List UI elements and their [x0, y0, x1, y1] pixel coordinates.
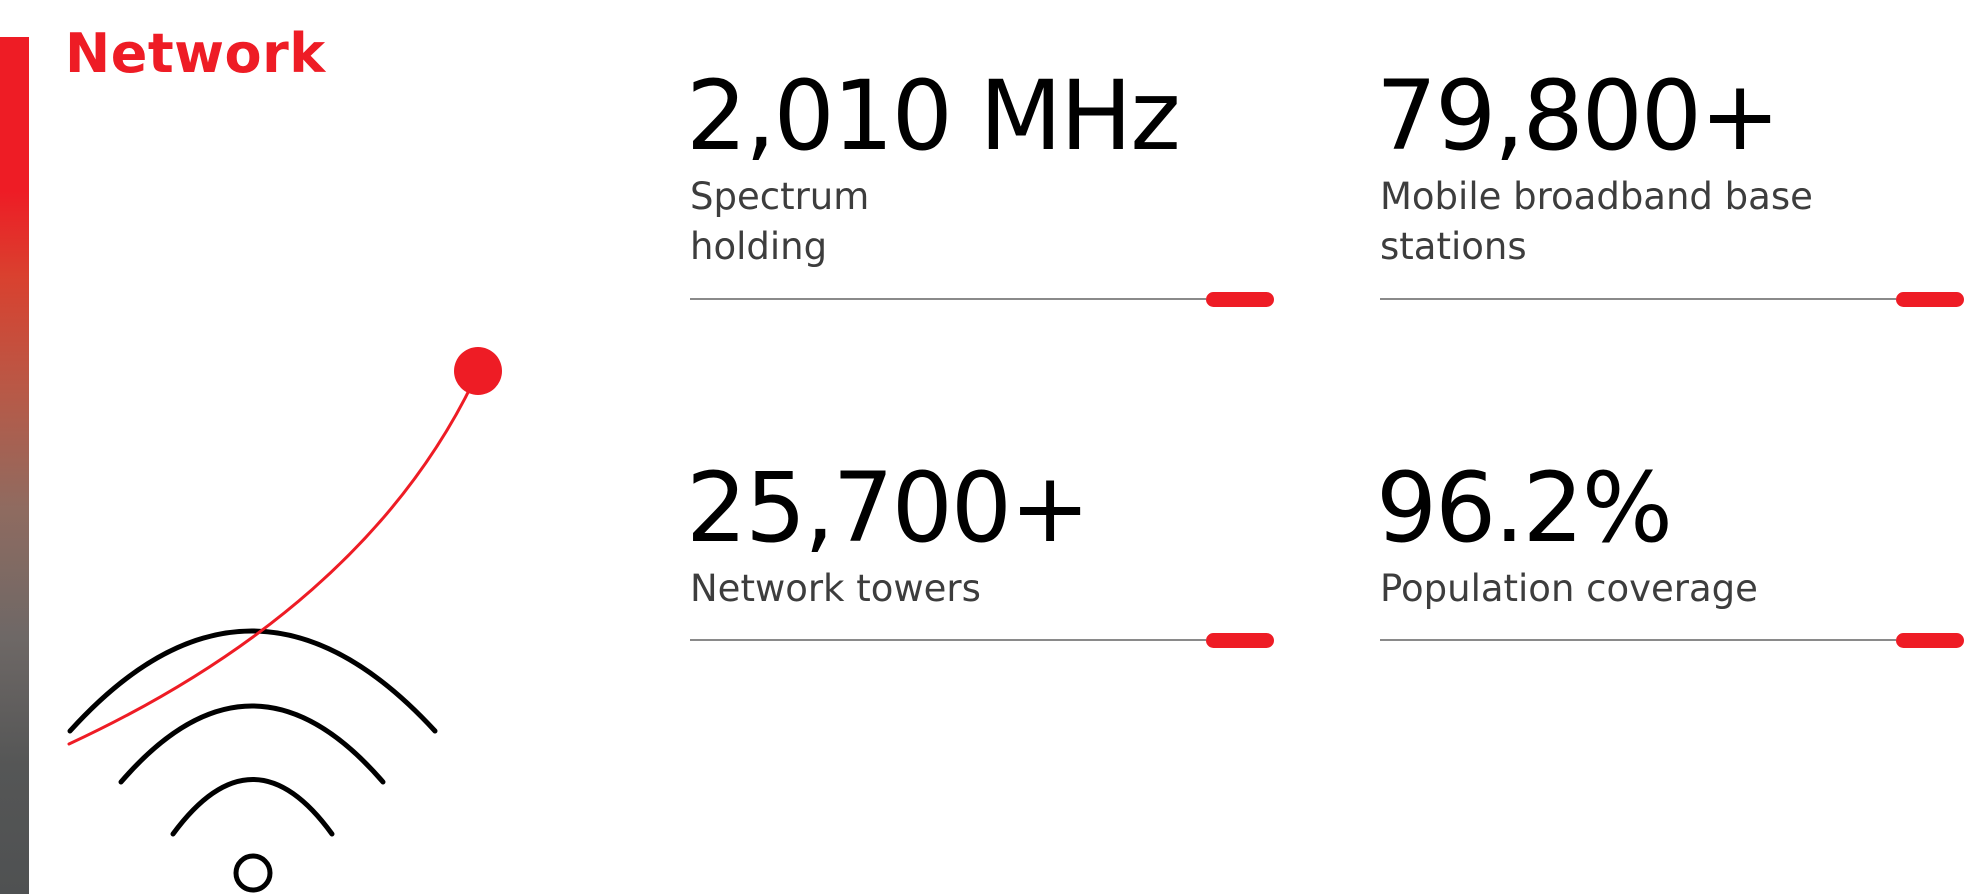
- stat-label: Population coverage: [1380, 564, 1758, 614]
- signal-target-dot: [454, 347, 502, 395]
- signal-arc-outer: [67, 628, 438, 734]
- stat-value: 2,010 MHz: [686, 60, 1181, 172]
- stat-accent-marker: [1896, 292, 1964, 307]
- signal-arc-middle: [118, 703, 386, 785]
- signal-source-dot: [233, 853, 273, 893]
- wifi-signal-icon: [67, 347, 502, 893]
- stat-network-towers: 25,700+ Network towers: [686, 452, 1280, 692]
- stat-label-line: Mobile broadband base: [1380, 175, 1813, 218]
- stat-divider: [690, 298, 1206, 300]
- section-side-bar: [0, 37, 29, 894]
- section-title: Network: [65, 22, 326, 85]
- signal-arc-inner: [170, 777, 335, 837]
- stat-label-line: Population coverage: [1380, 567, 1758, 610]
- stat-label-line: Network towers: [690, 567, 981, 610]
- stat-value: 79,800+: [1376, 60, 1780, 172]
- stat-label: Network towers: [690, 564, 981, 614]
- stat-label: Mobile broadband base stations: [1380, 172, 1813, 272]
- stat-accent-marker: [1206, 633, 1274, 648]
- stat-accent-marker: [1206, 292, 1274, 307]
- stat-divider: [1380, 639, 1896, 641]
- stat-divider: [1380, 298, 1896, 300]
- stat-value: 25,700+: [686, 452, 1090, 564]
- stat-value: 96.2%: [1376, 452, 1673, 564]
- stat-divider: [690, 639, 1206, 641]
- signal-trajectory-line: [67, 370, 480, 746]
- stat-label: Spectrum holding: [690, 172, 869, 272]
- stat-base-stations: 79,800+ Mobile broadband base stations: [1376, 60, 1964, 307]
- stat-label-line: holding: [690, 225, 828, 268]
- stat-label-line: stations: [1380, 225, 1527, 268]
- stat-label-line: Spectrum: [690, 175, 870, 218]
- stat-accent-marker: [1896, 633, 1964, 648]
- stat-spectrum-holding: 2,010 MHz Spectrum holding: [686, 60, 1280, 307]
- stat-population-coverage: 96.2% Population coverage: [1376, 452, 1964, 692]
